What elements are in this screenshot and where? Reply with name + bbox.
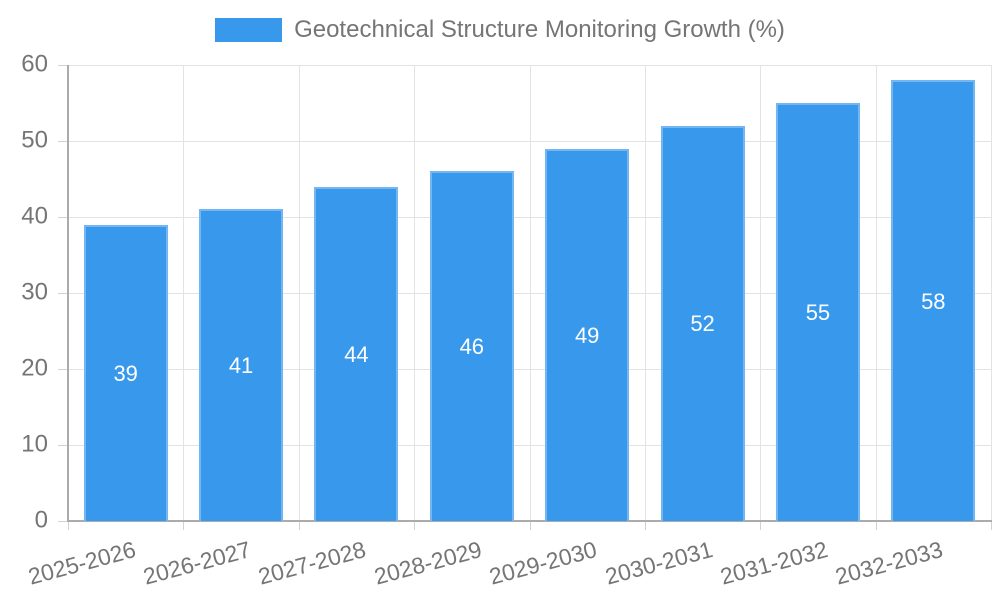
bar[interactable]: 41 [199, 209, 284, 521]
bar-value-label: 52 [690, 311, 715, 337]
bar-value-label: 44 [344, 341, 369, 367]
tick-mark [58, 217, 68, 218]
bar[interactable]: 39 [83, 224, 168, 521]
bar[interactable]: 58 [891, 80, 976, 521]
y-axis-label: 20 [21, 354, 48, 382]
bar[interactable]: 55 [775, 103, 860, 521]
tick-mark [875, 521, 877, 530]
bar-value-label: 41 [228, 353, 254, 379]
tick-mark [414, 521, 416, 530]
tick-mark [58, 369, 68, 370]
y-axis-label: 0 [34, 506, 48, 534]
bar[interactable]: 52 [660, 125, 745, 521]
gridline [760, 65, 762, 521]
gridline [991, 65, 992, 521]
x-axis-label: 2031-2032 [717, 536, 831, 590]
bar-value-label: 58 [921, 288, 946, 314]
bar[interactable]: 49 [545, 148, 630, 521]
x-axis-label: 2032-2033 [832, 536, 946, 590]
y-axis-label: 50 [21, 126, 48, 154]
x-axis-label: 2025-2026 [25, 536, 139, 590]
y-axis-line [67, 65, 69, 521]
legend-swatch [215, 18, 283, 42]
bar[interactable]: 46 [429, 171, 514, 521]
x-axis-label: 2030-2031 [602, 536, 716, 590]
x-axis-label: 2027-2028 [255, 536, 369, 590]
tick-mark [991, 521, 992, 530]
tick-mark [58, 141, 68, 142]
gridline [414, 65, 416, 521]
tick-mark [298, 521, 300, 530]
x-axis-label: 2026-2027 [140, 536, 254, 590]
tick-mark [760, 521, 762, 530]
tick-mark [529, 521, 531, 530]
gridline [529, 65, 531, 521]
tick-mark [68, 521, 69, 530]
x-axis-line [67, 520, 992, 522]
tick-mark [183, 521, 185, 530]
bar-value-label: 55 [805, 300, 831, 325]
bar-value-label: 39 [113, 360, 138, 386]
tick-mark [58, 445, 68, 446]
gridline [298, 65, 300, 521]
legend-label: Geotechnical Structure Monitoring Growth… [294, 16, 785, 43]
y-axis-label: 30 [21, 278, 48, 306]
tick-mark [644, 521, 646, 530]
x-axis-label: 2028-2029 [371, 536, 485, 590]
tick-mark [58, 521, 68, 522]
tick-mark [58, 293, 68, 294]
gridline [875, 65, 877, 521]
tick-mark [58, 65, 68, 66]
bar[interactable]: 44 [314, 186, 399, 521]
bar-value-label: 46 [459, 334, 485, 360]
gridline [183, 65, 185, 521]
chart-legend[interactable]: Geotechnical Structure Monitoring Growth… [0, 16, 1000, 44]
y-axis-label: 40 [21, 202, 48, 230]
bar-value-label: 49 [574, 322, 600, 348]
y-axis-label: 10 [21, 430, 48, 458]
gridline [644, 65, 646, 521]
y-axis-label: 60 [21, 50, 48, 78]
x-axis-label: 2029-2030 [486, 536, 600, 590]
